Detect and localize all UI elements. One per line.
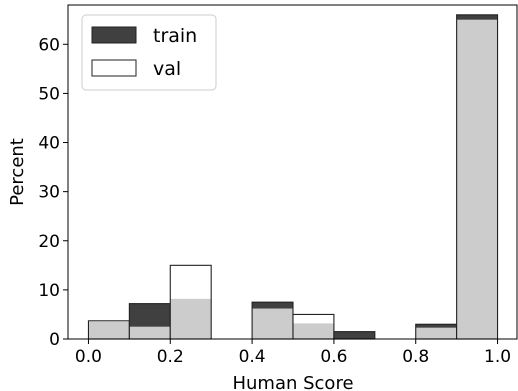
- legend-label-train: train: [153, 25, 197, 47]
- histogram-bar-overlap: [293, 323, 334, 339]
- histogram-bar-train: [456, 14, 498, 20]
- histogram-bar-train: [252, 302, 293, 309]
- x-tick-label: 0.8: [402, 347, 429, 367]
- y-tick-label: 20: [38, 232, 60, 252]
- x-tick-label: 1.0: [484, 347, 511, 367]
- histogram-bar-train: [415, 324, 457, 328]
- plot-frame: [67, 4, 518, 340]
- x-tick-label: 0.6: [320, 347, 347, 367]
- y-tick-label: 60: [38, 35, 60, 55]
- histogram-bar-val: [170, 265, 212, 299]
- histogram-bar-overlap: [88, 321, 130, 339]
- y-tick-label: 0: [49, 330, 60, 350]
- histogram-bar-train: [129, 303, 171, 327]
- x-axis-label: Human Score: [232, 373, 353, 391]
- histogram-bar-overlap: [456, 19, 498, 340]
- legend-label-val: val: [153, 58, 181, 80]
- x-tick-label: 0.2: [157, 347, 184, 367]
- legend: train val: [81, 14, 217, 91]
- y-axis-label: Percent: [7, 138, 28, 206]
- legend-swatch-train: [91, 26, 137, 44]
- x-tick-label: 0.0: [75, 347, 102, 367]
- y-tick-label: 40: [38, 134, 60, 154]
- x-axis-ticks: 0.0 0.2 0.4 0.6 0.8 1.0: [75, 339, 511, 367]
- histogram-bar-train: [333, 331, 375, 339]
- y-axis-ticks: 0 10 20 30 40 50 60: [38, 35, 68, 350]
- histogram-bar-overlap: [252, 308, 293, 339]
- y-tick-label: 50: [38, 84, 60, 104]
- legend-swatch-val: [91, 59, 137, 77]
- y-tick-label: 30: [38, 183, 60, 203]
- bars-layer: [87, 14, 499, 340]
- x-tick-label: 0.4: [239, 347, 266, 367]
- y-tick-label: 10: [38, 281, 60, 301]
- histogram-bar-overlap: [170, 298, 212, 339]
- histogram-bar-val: [293, 314, 334, 324]
- histogram-bar-overlap: [415, 327, 457, 339]
- histogram-bar-overlap: [129, 326, 171, 339]
